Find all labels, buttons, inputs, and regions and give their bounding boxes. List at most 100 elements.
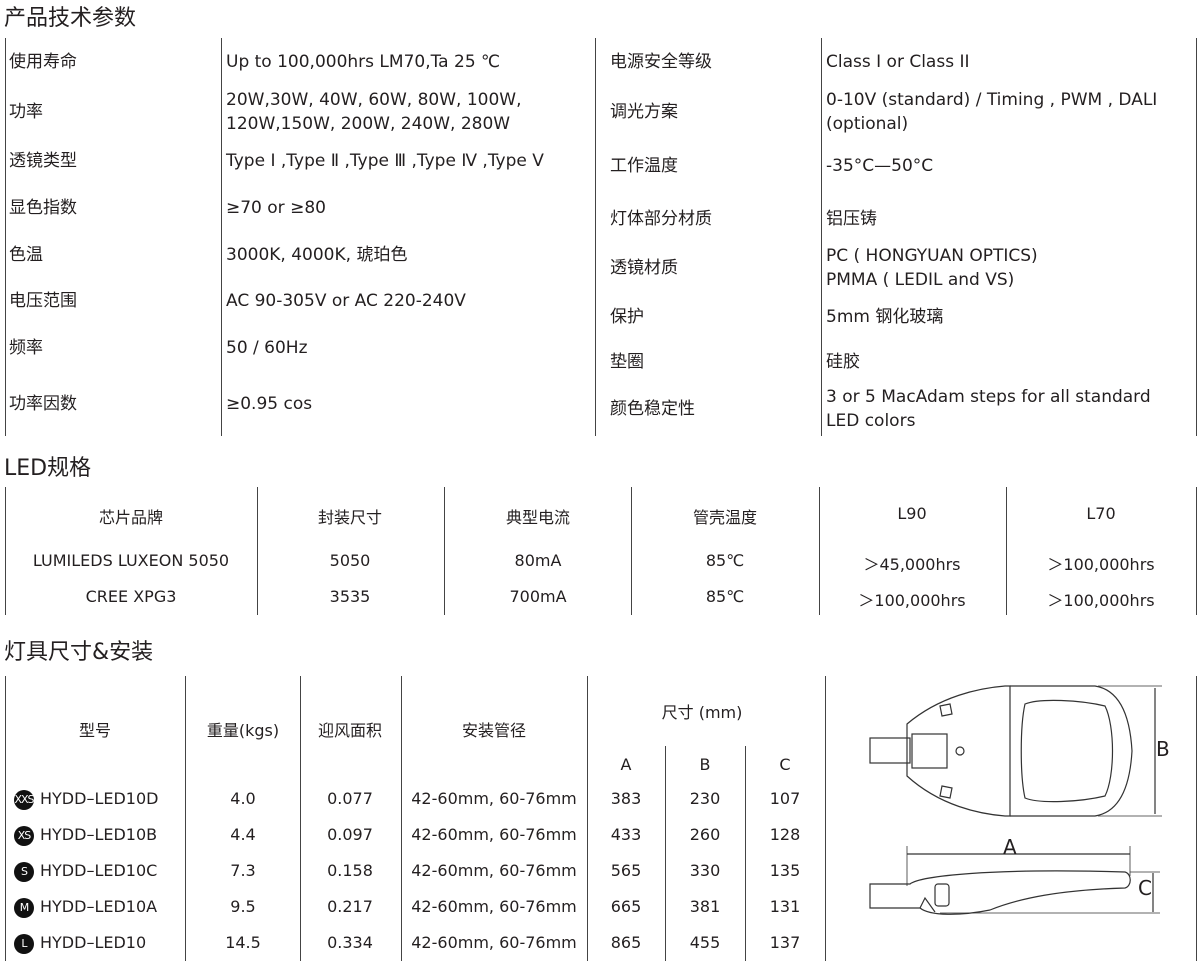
spec-value: 50 / 60Hz: [226, 338, 308, 358]
spec-label: 透镜材质: [610, 258, 678, 278]
led-table-header: 芯片品牌: [98, 508, 164, 527]
spec-value: -35°C—50°C: [826, 156, 934, 176]
spec-value: Type Ⅰ ,Type Ⅱ ,Type Ⅲ ,Type Ⅳ ,Type Ⅴ: [226, 151, 544, 171]
table-cell-weight: 14.5: [225, 933, 261, 952]
led-table-cell: ＞100,000hrs: [1047, 591, 1155, 610]
led-table-header: L70: [1086, 504, 1116, 523]
led-table-cell: LUMILEDS LUXEON 5050: [32, 551, 230, 570]
size-badge: S: [14, 861, 34, 882]
table-cell-pipe: 42-60mm, 60-76mm: [411, 789, 577, 808]
table-cell-a: 383: [610, 789, 642, 808]
table-cell-c: 137: [769, 933, 801, 952]
table-cell-pipe: 42-60mm, 60-76mm: [411, 825, 577, 844]
spec-value: AC 90-305V or AC 220-240V: [226, 291, 466, 311]
section-title-dimensions: 灯具尺寸&安装: [4, 640, 154, 665]
dimension-label-a: A: [1003, 835, 1017, 859]
table-cell-weight: 4.0: [230, 789, 256, 808]
spec-label: 电源安全等级: [610, 52, 712, 72]
table-row-model: L HYDD–LED10: [14, 933, 146, 954]
led-table-cell: 3535: [329, 587, 371, 606]
led-table-cell: 80mA: [514, 551, 562, 570]
spec-value: 5mm 钢化玻璃: [826, 307, 944, 327]
header-a: A: [620, 755, 632, 774]
table-cell-wind-area: 0.158: [327, 861, 373, 880]
spec-value: LED colors: [826, 411, 916, 431]
dimension-label-b: B: [1156, 737, 1170, 761]
top-view: [869, 685, 1162, 817]
header-c: C: [779, 755, 791, 774]
table-cell-weight: 4.4: [230, 825, 256, 844]
spec-label: 功率: [9, 102, 43, 122]
table-cell-c: 131: [769, 897, 801, 916]
dimension-label-c: C: [1138, 876, 1152, 900]
spec-value: 3000K, 4000K, 琥珀色: [226, 245, 408, 265]
spec-label: 频率: [9, 338, 43, 358]
size-badge: XXS: [14, 789, 35, 810]
header-size: 尺寸 (mm): [661, 703, 743, 722]
spec-value: Class I or Class II: [826, 52, 970, 72]
table-row-model: S HYDD–LED10C: [14, 861, 157, 882]
section-title-specs: 产品技术参数: [4, 6, 137, 31]
spec-label: 透镜类型: [9, 151, 77, 171]
table-cell-wind-area: 0.077: [327, 789, 373, 808]
table-cell-c: 135: [769, 861, 801, 880]
table-cell-b: 455: [689, 933, 721, 952]
table-cell-b: 260: [689, 825, 721, 844]
led-table-cell: ＞100,000hrs: [1047, 555, 1155, 574]
header-b: B: [699, 755, 711, 774]
table-cell-weight: 7.3: [230, 861, 256, 880]
spec-label: 颜色稳定性: [610, 399, 695, 419]
table-cell-wind-area: 0.097: [327, 825, 373, 844]
spec-value: PMMA ( LEDIL and VS): [826, 270, 1015, 290]
spec-label: 灯体部分材质: [610, 209, 712, 229]
spec-label: 显色指数: [9, 198, 77, 218]
spec-label: 使用寿命: [9, 52, 77, 72]
led-table-cell: 85℃: [705, 587, 745, 606]
table-row-model: XS HYDD–LED10B: [14, 825, 157, 846]
led-table-header: 封装尺寸: [317, 508, 383, 527]
table-cell-b: 330: [689, 861, 721, 880]
spec-value: Up to 100,000hrs LM70,Ta 25 ℃: [226, 52, 501, 72]
spec-label: 保护: [610, 307, 644, 327]
table-row-model: XXS HYDD–LED10D: [14, 789, 158, 810]
table-cell-a: 665: [610, 897, 642, 916]
led-table-cell: 5050: [329, 551, 371, 570]
led-table-cell: 85℃: [705, 551, 745, 570]
spec-label: 调光方案: [610, 102, 678, 122]
spec-label: 功率因数: [9, 394, 77, 414]
section-title-led: LED规格: [4, 456, 92, 481]
table-cell-a: 565: [610, 861, 642, 880]
spec-value: 硅胶: [826, 352, 860, 372]
table-cell-wind-area: 0.217: [327, 897, 373, 916]
spec-value: 0-10V (standard) / Timing , PWM , DALI: [826, 90, 1158, 110]
size-badge: XS: [14, 825, 34, 846]
led-table-cell: ＞45,000hrs: [863, 555, 961, 574]
spec-value: (optional): [826, 114, 909, 134]
table-cell-weight: 9.5: [230, 897, 256, 916]
model-name: HYDD–LED10B: [40, 825, 158, 844]
spec-value: ≥70 or ≥80: [226, 198, 326, 218]
spec-value: 20W,30W, 40W, 60W, 80W, 100W,: [226, 90, 522, 110]
led-table-header: 管壳温度: [692, 508, 758, 527]
table-cell-b: 381: [689, 897, 721, 916]
model-name: HYDD–LED10A: [40, 897, 158, 916]
header-pipe: 安装管径: [461, 721, 527, 740]
table-cell-pipe: 42-60mm, 60-76mm: [411, 861, 577, 880]
led-table-cell: ＞100,000hrs: [858, 591, 966, 610]
led-table-header: L90: [897, 504, 927, 523]
luminaire-dimension-drawing: [869, 685, 1162, 915]
spec-value: 3 or 5 MacAdam steps for all standard: [826, 387, 1151, 407]
table-cell-pipe: 42-60mm, 60-76mm: [411, 933, 577, 952]
side-view: [869, 846, 1160, 915]
table-cell-wind-area: 0.334: [327, 933, 373, 952]
spec-label: 垫圈: [610, 352, 644, 372]
header-weight: 重量(kgs): [206, 721, 280, 740]
size-badge: L: [14, 933, 34, 954]
spec-label: 电压范围: [9, 291, 77, 311]
table-cell-b: 230: [689, 789, 721, 808]
led-table-header: 典型电流: [505, 508, 571, 527]
table-cell-pipe: 42-60mm, 60-76mm: [411, 897, 577, 916]
table-row-model: M HYDD–LED10A: [14, 897, 157, 918]
table-cell-c: 128: [769, 825, 801, 844]
